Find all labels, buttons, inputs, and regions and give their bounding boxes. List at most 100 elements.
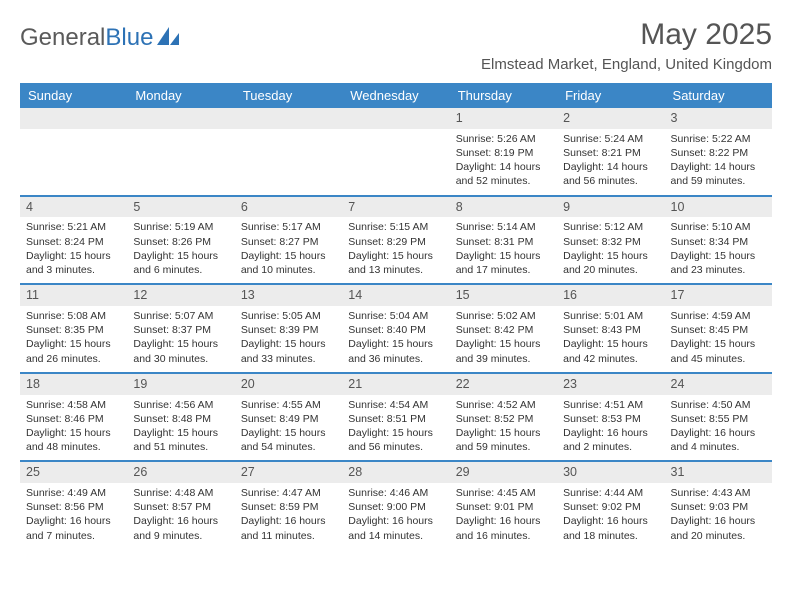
daylight-text: Daylight: 15 hours and 33 minutes. (241, 337, 336, 365)
sunset-text: Sunset: 8:52 PM (456, 412, 551, 426)
daylight-text: Daylight: 15 hours and 54 minutes. (241, 426, 336, 454)
sunrise-text: Sunrise: 5:02 AM (456, 309, 551, 323)
day-number: 7 (342, 197, 449, 218)
daylight-text: Daylight: 15 hours and 30 minutes. (133, 337, 228, 365)
calendar-cell: 11Sunrise: 5:08 AMSunset: 8:35 PMDayligh… (20, 285, 127, 372)
daylight-text: Daylight: 16 hours and 2 minutes. (563, 426, 658, 454)
day-number: 9 (557, 197, 664, 218)
calendar-cell: 20Sunrise: 4:55 AMSunset: 8:49 PMDayligh… (235, 374, 342, 461)
day-body: Sunrise: 4:51 AMSunset: 8:53 PMDaylight:… (557, 395, 664, 461)
day-body: Sunrise: 4:47 AMSunset: 8:59 PMDaylight:… (235, 483, 342, 549)
sunset-text: Sunset: 8:19 PM (456, 146, 551, 160)
day-number: 18 (20, 374, 127, 395)
calendar-week-row: 1Sunrise: 5:26 AMSunset: 8:19 PMDaylight… (20, 108, 772, 195)
day-number: 11 (20, 285, 127, 306)
sunrise-text: Sunrise: 5:24 AM (563, 132, 658, 146)
sunset-text: Sunset: 9:00 PM (348, 500, 443, 514)
day-number: 12 (127, 285, 234, 306)
daylight-text: Daylight: 16 hours and 14 minutes. (348, 514, 443, 542)
day-number: 22 (450, 374, 557, 395)
calendar-cell: 22 Sunrise: 4:52 AMSunset: 8:52 PMDayligh… (450, 374, 557, 461)
daylight-text: Daylight: 15 hours and 26 minutes. (26, 337, 121, 365)
sunrise-text: Sunrise: 5:19 AM (133, 220, 228, 234)
calendar-week-row: 4Sunrise: 5:21 AMSunset: 8:24 PMDaylight… (20, 195, 772, 284)
day-number: 16 (557, 285, 664, 306)
day-body: Sunrise: 5:21 AMSunset: 8:24 PMDaylight:… (20, 217, 127, 283)
sunset-text: Sunset: 8:31 PM (456, 235, 551, 249)
calendar-cell: 31Sunrise: 4:43 AMSunset: 9:03 PMDayligh… (665, 462, 772, 549)
sunrise-text: Sunrise: 4:44 AM (563, 486, 658, 500)
page-subtitle: Elmstead Market, England, United Kingdom (481, 56, 772, 73)
daylight-text: Daylight: 14 hours and 52 minutes. (456, 160, 551, 188)
sunset-text: Sunset: 8:42 PM (456, 323, 551, 337)
calendar-cell: 12 Sunrise: 5:07 AMSunset: 8:37 PMDayligh… (127, 285, 234, 372)
day-number: 15 (450, 285, 557, 306)
sunrise-text: Sunrise: 5:21 AM (26, 220, 121, 234)
day-body: Sunrise: 5:24 AMSunset: 8:21 PMDaylight:… (557, 129, 664, 195)
title-block: May 2025 Elmstead Market, England, Unite… (481, 18, 772, 73)
sunrise-text: Sunrise: 4:56 AM (133, 398, 228, 412)
sunset-text: Sunset: 8:27 PM (241, 235, 336, 249)
day-body: Sunrise: 5:17 AMSunset: 8:27 PMDaylight:… (235, 217, 342, 283)
daylight-text: Daylight: 15 hours and 13 minutes. (348, 249, 443, 277)
daylight-text: Daylight: 14 hours and 56 minutes. (563, 160, 658, 188)
day-body: Sunrise: 4:55 AMSunset: 8:49 PMDaylight:… (235, 395, 342, 461)
calendar-cell: 27Sunrise: 4:47 AMSunset: 8:59 PMDayligh… (235, 462, 342, 549)
sunrise-text: Sunrise: 4:50 AM (671, 398, 766, 412)
calendar-cell: 21Sunrise: 4:54 AMSunset: 8:51 PMDayligh… (342, 374, 449, 461)
daylight-text: Daylight: 16 hours and 16 minutes. (456, 514, 551, 542)
sunset-text: Sunset: 8:45 PM (671, 323, 766, 337)
daylight-text: Daylight: 15 hours and 48 minutes. (26, 426, 121, 454)
daylight-text: Daylight: 15 hours and 45 minutes. (671, 337, 766, 365)
day-number: 30 (557, 462, 664, 483)
day-number: 29 (450, 462, 557, 483)
weekday-header: Wednesday (342, 83, 449, 108)
sunset-text: Sunset: 9:01 PM (456, 500, 551, 514)
sunset-text: Sunset: 8:22 PM (671, 146, 766, 160)
daylight-text: Daylight: 15 hours and 59 minutes. (456, 426, 551, 454)
calendar-header-row: SundayMondayTuesdayWednesdayThursdayFrid… (20, 83, 772, 108)
day-number (127, 108, 234, 129)
calendar-cell: 5Sunrise: 5:19 AMSunset: 8:26 PMDaylight… (127, 197, 234, 284)
sunset-text: Sunset: 8:49 PM (241, 412, 336, 426)
day-number: 13 (235, 285, 342, 306)
sunrise-text: Sunrise: 5:12 AM (563, 220, 658, 234)
day-body: Sunrise: 5:10 AMSunset: 8:34 PMDaylight:… (665, 217, 772, 283)
daylight-text: Daylight: 15 hours and 36 minutes. (348, 337, 443, 365)
day-number: 5 (127, 197, 234, 218)
logo: GeneralBlue (20, 24, 181, 52)
day-number: 14 (342, 285, 449, 306)
sunset-text: Sunset: 8:37 PM (133, 323, 228, 337)
day-number (20, 108, 127, 129)
header: GeneralBlue May 2025 Elmstead Market, En… (20, 18, 772, 73)
page: GeneralBlue May 2025 Elmstead Market, En… (0, 0, 792, 559)
sunrise-text: Sunrise: 4:54 AM (348, 398, 443, 412)
daylight-text: Daylight: 16 hours and 11 minutes. (241, 514, 336, 542)
weekday-header: Sunday (20, 83, 127, 108)
sunrise-text: Sunrise: 4:55 AM (241, 398, 336, 412)
sunrise-text: Sunrise: 4:49 AM (26, 486, 121, 500)
sunset-text: Sunset: 8:26 PM (133, 235, 228, 249)
sunset-text: Sunset: 9:02 PM (563, 500, 658, 514)
weekday-header: Monday (127, 83, 234, 108)
day-body: Sunrise: 4:49 AMSunset: 8:56 PMDaylight:… (20, 483, 127, 549)
sunset-text: Sunset: 8:59 PM (241, 500, 336, 514)
page-title: May 2025 (481, 18, 772, 52)
sunrise-text: Sunrise: 4:48 AM (133, 486, 228, 500)
sunrise-text: Sunrise: 4:52 AM (456, 398, 551, 412)
sunrise-text: Sunrise: 5:05 AM (241, 309, 336, 323)
sunset-text: Sunset: 8:46 PM (26, 412, 121, 426)
calendar-week-row: 25Sunrise: 4:49 AMSunset: 8:56 PMDayligh… (20, 460, 772, 549)
day-number: 3 (665, 108, 772, 129)
day-number (235, 108, 342, 129)
sunrise-text: Sunrise: 5:08 AM (26, 309, 121, 323)
day-number: 23 (557, 374, 664, 395)
calendar-week-row: 18Sunrise: 4:58 AMSunset: 8:46 PMDayligh… (20, 372, 772, 461)
daylight-text: Daylight: 15 hours and 39 minutes. (456, 337, 551, 365)
sunset-text: Sunset: 8:57 PM (133, 500, 228, 514)
daylight-text: Daylight: 15 hours and 10 minutes. (241, 249, 336, 277)
day-body: Sunrise: 5:05 AMSunset: 8:39 PMDaylight:… (235, 306, 342, 372)
sunset-text: Sunset: 8:34 PM (671, 235, 766, 249)
sunrise-text: Sunrise: 5:07 AM (133, 309, 228, 323)
calendar-cell: 19Sunrise: 4:56 AMSunset: 8:48 PMDayligh… (127, 374, 234, 461)
